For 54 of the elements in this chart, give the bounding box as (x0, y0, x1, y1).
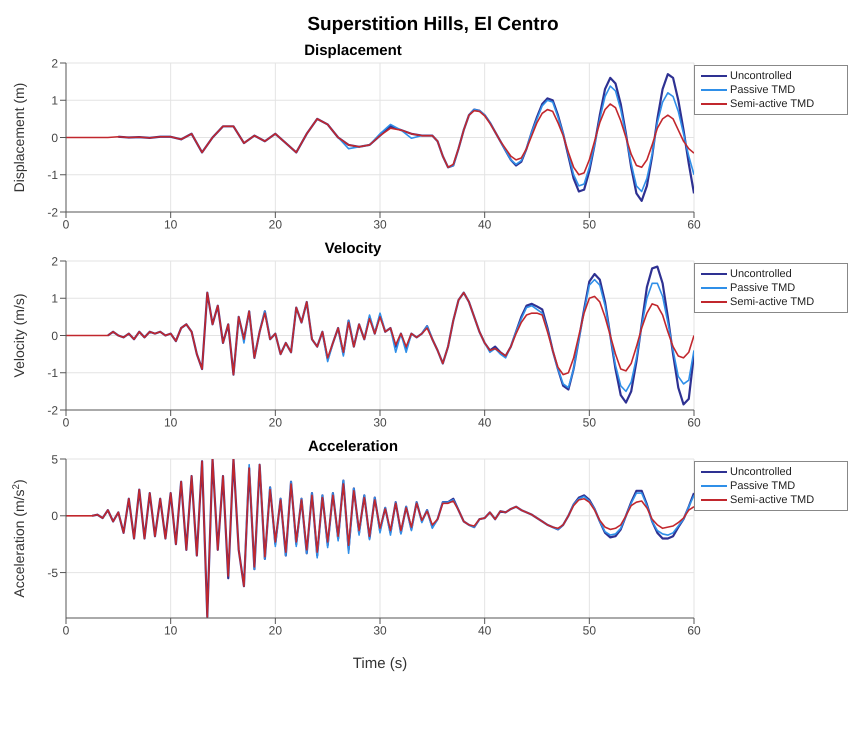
chart-subtitle: Acceleration (308, 438, 398, 455)
legend-label: Uncontrolled (730, 69, 792, 83)
y-tick-label: 1 (51, 94, 58, 108)
legend-label: Semi-active TMD (730, 97, 814, 111)
x-tick-label: 10 (164, 218, 178, 232)
legend-label: Semi-active TMD (730, 295, 814, 309)
x-tick-label: 40 (478, 624, 492, 638)
x-tick-label: 30 (373, 218, 387, 232)
y-tick-label: -2 (47, 205, 58, 220)
y-tick-label: 2 (51, 254, 58, 268)
x-tick-label: 30 (373, 624, 387, 638)
legend-label: Passive TMD (730, 479, 796, 493)
legend-label: Semi-active TMD (730, 493, 814, 507)
y-tick-label: 5 (51, 452, 58, 466)
legend-label: Passive TMD (730, 281, 796, 295)
y-tick-label: 1 (51, 292, 58, 306)
x-tick-label: 60 (687, 624, 701, 638)
y-tick-label: -1 (47, 366, 58, 380)
x-tick-label: 60 (687, 218, 701, 232)
y-axis-title: Displacement (m) (11, 82, 27, 192)
x-tick-label: 50 (582, 218, 596, 232)
x-tick-label: 0 (62, 624, 70, 638)
legend-label: Uncontrolled (730, 267, 792, 281)
x-tick-label: 20 (268, 624, 282, 638)
x-tick-label: 10 (164, 416, 178, 430)
x-tick-label: 0 (62, 416, 70, 430)
y-tick-label: 0 (51, 509, 58, 524)
x-tick-label: 40 (478, 416, 492, 430)
line-series (117, 73, 694, 202)
y-tick-label: -2 (47, 403, 58, 418)
x-tick-label: 20 (268, 416, 282, 430)
y-tick-label: -1 (47, 168, 58, 182)
y-tick-label: 0 (51, 328, 58, 343)
x-tick-label: 10 (164, 624, 178, 638)
line-series (66, 292, 694, 376)
x-tick-label: 50 (582, 624, 596, 638)
chart-title: Superstition Hills, El Centro (306, 13, 560, 37)
line-series (106, 265, 694, 406)
x-tick-label: 50 (582, 416, 596, 430)
x-tick-label: 40 (478, 218, 492, 232)
x-tick-label: 0 (62, 218, 70, 232)
chart-subtitle: Displacement (304, 42, 402, 59)
x-tick-label: 60 (687, 416, 701, 430)
y-tick-label: 2 (51, 56, 58, 70)
legend-label: Passive TMD (730, 83, 796, 97)
legend-label: Uncontrolled (730, 465, 792, 479)
x-axis-title: Time (s) (352, 655, 408, 672)
chart-subtitle: Velocity (324, 240, 382, 257)
y-axis-title: Velocity (m/s) (11, 293, 27, 378)
x-tick-label: 20 (268, 218, 282, 232)
line-series (66, 103, 694, 176)
y-tick-label: 0 (51, 130, 58, 145)
x-tick-label: 30 (373, 416, 387, 430)
y-tick-label: -5 (47, 566, 58, 580)
